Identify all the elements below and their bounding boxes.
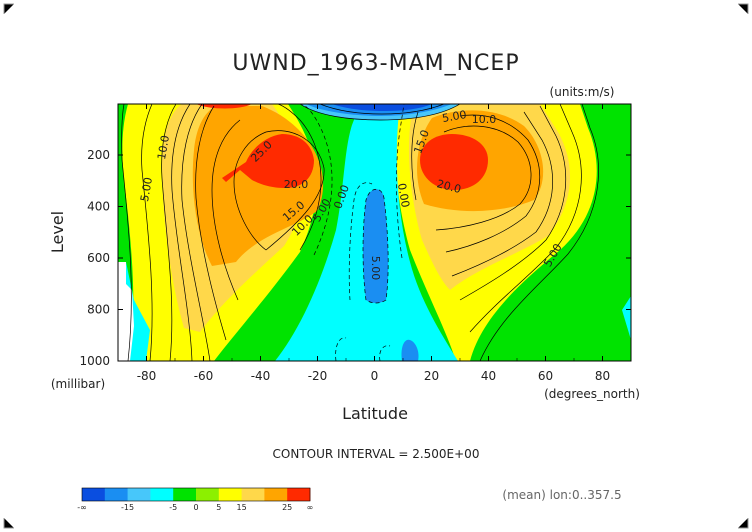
colorbar-label: -15 xyxy=(121,503,134,512)
contour-l-7 xyxy=(211,119,241,301)
colorbar-segment xyxy=(82,488,106,501)
footnote: (mean) lon:0..357.5 xyxy=(502,488,621,502)
chart-title: UWND_1963-MAM_NCEP xyxy=(232,51,519,76)
contour-label: 20.0 xyxy=(284,178,309,191)
band-red-top-left xyxy=(196,104,252,109)
band-red-right xyxy=(420,134,488,190)
contour-l-9 xyxy=(277,104,322,251)
y-tick-label: 200 xyxy=(87,148,110,162)
contour-r-8 xyxy=(396,104,405,259)
x-tick-label: -40 xyxy=(251,369,271,383)
units-label: (units:m/s) xyxy=(550,85,615,99)
colorbar-label: -∞ xyxy=(77,503,87,512)
colorbar: -∞ -15 -5 0 5 15 25 ∞ xyxy=(77,487,314,512)
x-tick-label: 20 xyxy=(424,369,439,383)
y-axis-label: Level xyxy=(48,211,67,253)
contour-l-2 xyxy=(141,104,153,361)
y-tick-label: 400 xyxy=(87,200,110,214)
x-tick-label: -20 xyxy=(308,369,328,383)
band-red-left xyxy=(222,134,314,188)
x-tick-label: 40 xyxy=(481,369,496,383)
colorbar-label: 15 xyxy=(237,503,247,512)
crop-marks xyxy=(3,3,749,529)
contour-r-6 xyxy=(435,125,532,231)
contour-c-4 xyxy=(379,345,391,361)
x-axis-label: Latitude xyxy=(342,404,408,423)
contour-r-2 xyxy=(469,104,582,333)
y-tick-label: 800 xyxy=(87,303,110,317)
colorbar-label: -5 xyxy=(169,503,177,512)
colorbar-segment xyxy=(150,488,174,501)
contour-l-10 xyxy=(301,104,333,256)
colorbar-label: 25 xyxy=(282,503,292,512)
contour-l-3 xyxy=(161,104,177,361)
band-blue-patch-low xyxy=(401,339,419,361)
band-cyan-edge-right xyxy=(622,296,631,340)
contour-l-1 xyxy=(121,104,132,361)
colorbar-segment xyxy=(218,488,242,501)
contour-l-5 xyxy=(181,104,211,361)
band-blue-core xyxy=(363,189,389,303)
contour-label: 10.0 xyxy=(155,134,172,160)
contour-t-2 xyxy=(319,104,445,115)
colorbar-segment xyxy=(196,488,220,501)
x-tick-label: -60 xyxy=(194,369,214,383)
x-units-label: (degrees_north) xyxy=(544,387,640,401)
contour-c-1 xyxy=(348,182,373,301)
contour-t-1 xyxy=(299,104,461,121)
colorbar-label: 0 xyxy=(193,503,198,512)
contour-r-5 xyxy=(445,114,541,253)
y-units-label: (millibar) xyxy=(51,377,105,391)
contour-r-1 xyxy=(479,104,599,361)
contour-l-8 xyxy=(233,130,325,251)
colorbar-segment xyxy=(241,488,265,501)
contour-label: 5.00 xyxy=(441,108,467,125)
colorbar-frame xyxy=(81,487,311,502)
colorbar-segment xyxy=(104,488,128,501)
colorbar-segment xyxy=(173,488,197,501)
y-tick-label: 1000 xyxy=(79,354,110,368)
contour-c-3 xyxy=(335,337,347,361)
colorbar-label: 5 xyxy=(216,503,221,512)
contour-label: 5.00 xyxy=(138,176,155,202)
contour-interval-text: CONTOUR INTERVAL = 2.500E+00 xyxy=(273,447,480,461)
x-tick-label: 0 xyxy=(371,369,379,383)
colorbar-segment xyxy=(264,488,288,501)
contour-r-4 xyxy=(451,111,554,277)
x-tick-label: 80 xyxy=(595,369,610,383)
contour-label: 0.00 xyxy=(395,182,412,208)
contour-label: 10.0 xyxy=(472,113,497,126)
contour-c-2 xyxy=(362,188,389,304)
plot-area xyxy=(118,104,631,361)
contour-l-4 xyxy=(171,104,193,361)
x-tick-label: -80 xyxy=(137,369,157,383)
colorbar-segment xyxy=(287,488,311,501)
x-tick-label: 60 xyxy=(538,369,553,383)
colorbar-label: ∞ xyxy=(307,503,314,512)
contour-label: 5.00 xyxy=(369,256,382,281)
contour-r-3 xyxy=(459,105,566,301)
contour-l-6 xyxy=(195,105,227,341)
y-tick-label: 600 xyxy=(87,251,110,265)
colorbar-segment xyxy=(127,488,151,501)
contour-label: 20.0 xyxy=(435,177,462,196)
band-darkblue-top xyxy=(332,104,432,111)
contour-r-7 xyxy=(411,111,419,201)
